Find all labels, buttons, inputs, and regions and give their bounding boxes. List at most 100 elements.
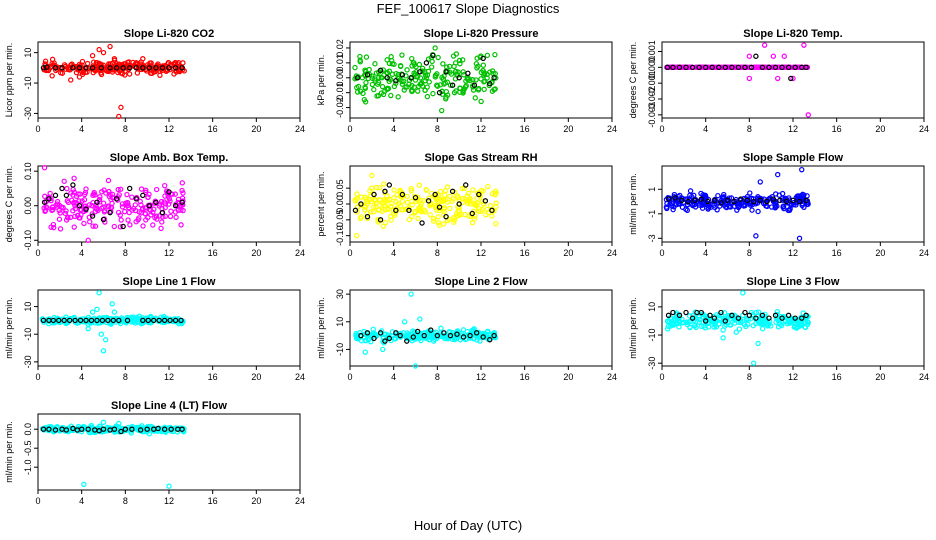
outlier-point (746, 53, 753, 59)
x-tick-label: 16 (832, 248, 842, 258)
mean-point (116, 317, 122, 324)
data-point (376, 184, 383, 191)
mean-point (133, 65, 139, 71)
mean-point (692, 197, 698, 204)
panel-title: Slope Gas Stream RH (424, 152, 537, 164)
mean-point (702, 318, 709, 324)
x-tick-label: 24 (919, 248, 929, 258)
data-point (450, 196, 457, 202)
data-point (399, 81, 406, 87)
data-point (775, 318, 782, 324)
data-point (446, 63, 453, 70)
data-point (71, 224, 77, 230)
data-point (465, 76, 471, 83)
mean-point (467, 332, 473, 339)
mean-point (766, 315, 772, 321)
outlier-point (380, 346, 386, 353)
data-point (384, 85, 391, 92)
mean-point (779, 315, 785, 321)
mean-point (386, 335, 392, 342)
mean-point (744, 197, 750, 204)
data-point (145, 194, 151, 200)
figure-title: FEF_100617 Slope Diagnostics (377, 1, 560, 16)
mean-point (709, 64, 715, 71)
mean-point (480, 55, 486, 62)
mean-point (107, 65, 113, 71)
y-tick-label: -30 (23, 355, 33, 368)
data-point (370, 326, 376, 333)
data-point (364, 200, 371, 207)
mean-point (476, 191, 482, 198)
x-tick-label: 12 (788, 248, 798, 258)
data-point (721, 191, 727, 198)
data-point (134, 70, 141, 76)
mean-point (757, 197, 763, 204)
mean-point (803, 64, 809, 71)
data-point (363, 79, 369, 86)
mean-point (676, 312, 683, 319)
mean-point (105, 317, 111, 324)
data-point (119, 70, 126, 77)
y-tick-label: 0.000 (647, 56, 657, 79)
mean-point (179, 426, 185, 432)
data-point (56, 207, 62, 214)
data-point (423, 186, 429, 193)
outlier-point (805, 112, 811, 118)
data-point (380, 91, 387, 98)
mean-point (665, 312, 672, 319)
data-point (480, 67, 486, 74)
data-point (482, 78, 488, 84)
mean-point (696, 64, 702, 71)
panel-8: Slope Line 2 Flow 0 4 8 12 16 20 24 -10 10 30 ml/mi… (316, 276, 617, 382)
data-point (97, 194, 103, 200)
data-point (430, 216, 437, 222)
data-point (363, 54, 370, 60)
data-point (138, 186, 145, 192)
data-point (461, 86, 468, 92)
x-tick-label: 0 (35, 372, 40, 382)
data-point (683, 319, 689, 326)
data-point (664, 326, 671, 332)
data-point (397, 63, 404, 69)
data-point (747, 190, 753, 196)
mean-point (770, 196, 777, 202)
mean-point (436, 204, 443, 210)
data-point (367, 209, 374, 215)
panel-title: Slope Li-820 Pressure (424, 28, 539, 40)
data-point (721, 202, 728, 208)
mean-point (469, 210, 475, 217)
data-point (775, 324, 782, 330)
mean-point (76, 65, 83, 71)
data-point (426, 195, 432, 202)
mean-point (729, 64, 735, 71)
panel-title: Slope Amb. Box Temp. (110, 152, 229, 164)
mean-point (772, 64, 779, 71)
mean-point (94, 317, 100, 324)
mean-point (140, 192, 146, 199)
mean-point (751, 198, 757, 205)
mean-point (172, 65, 179, 71)
data-point (49, 204, 56, 210)
mean-point (40, 65, 47, 71)
mean-point (89, 65, 96, 71)
data-point (470, 77, 476, 83)
data-point (92, 223, 99, 229)
data-point (415, 215, 421, 222)
mean-point (98, 65, 105, 71)
outlier-point (746, 75, 753, 82)
data-point (166, 195, 173, 202)
mean-point (59, 65, 65, 71)
data-point (451, 219, 457, 225)
mean-point (432, 191, 438, 198)
x-tick-label: 12 (476, 372, 486, 382)
data-point (758, 320, 765, 327)
mean-point (56, 317, 62, 324)
outlier-point (85, 325, 91, 332)
mean-point (471, 82, 478, 88)
data-point (409, 55, 415, 62)
mean-point (77, 317, 84, 324)
mean-point (46, 196, 52, 202)
data-point (786, 195, 792, 201)
x-tick-label: 8 (435, 248, 440, 258)
mean-point (764, 198, 770, 205)
